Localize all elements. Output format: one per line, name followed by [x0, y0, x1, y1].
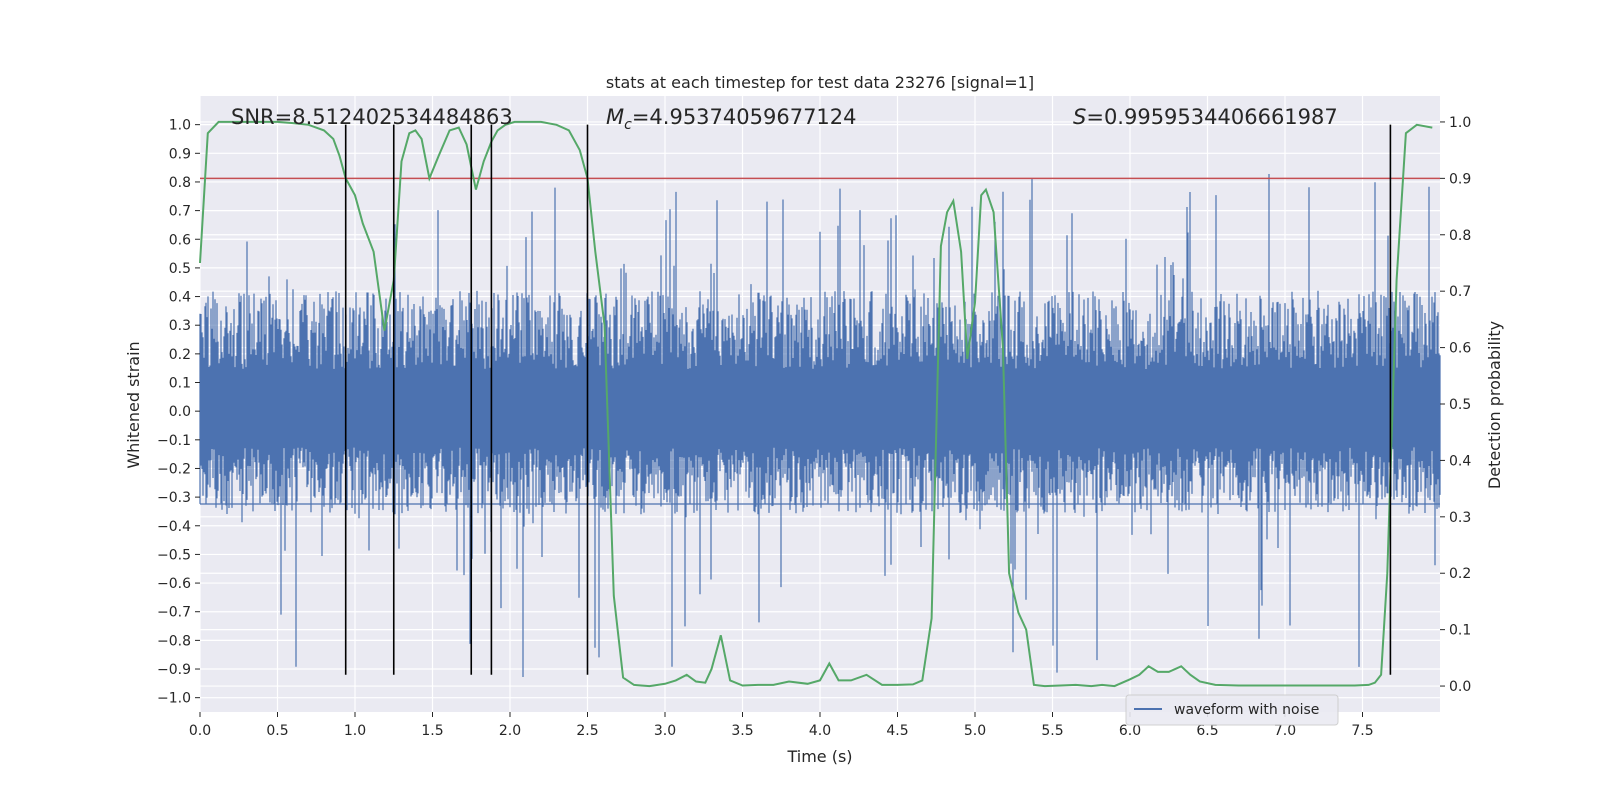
- y2-tick-label: 0.6: [1449, 341, 1471, 357]
- s-symbol: S: [1073, 105, 1086, 129]
- chirp-mass-subscript: c: [624, 117, 632, 133]
- x-tick-label: 5.5: [1041, 723, 1063, 739]
- y2-tick-label: 0.3: [1449, 510, 1471, 526]
- y-tick-label: −0.7: [157, 605, 191, 621]
- x-tick-label: 1.5: [421, 723, 443, 739]
- y-tick-label: 0.8: [169, 175, 191, 191]
- y2-tick-label: 1.0: [1449, 115, 1471, 131]
- s-annotation: S=0.9959534406661987: [1073, 105, 1338, 129]
- x-tick-label: 4.0: [809, 723, 831, 739]
- y-axis-label: Whitened strain: [124, 341, 143, 468]
- legend-box: [1125, 694, 1339, 726]
- y-tick-label: −0.4: [157, 519, 191, 535]
- y-tick-label: 0.9: [169, 146, 191, 162]
- y2-tick-label: 0.1: [1449, 623, 1471, 639]
- y2-tick-label: 0.0: [1449, 679, 1471, 695]
- x-tick-label: 0.0: [189, 723, 211, 739]
- chart-title: stats at each timestep for test data 232…: [606, 73, 1034, 92]
- chirp-mass-symbol: M: [606, 105, 624, 129]
- y2-tick-label: 0.7: [1449, 284, 1471, 300]
- y-tick-label: 0.3: [169, 318, 191, 334]
- x-axis-ticks: 0.0 0.5 1.0 1.5 2.0 2.5 3.0 3.5 4.0 4.5 5.0 5.5 6.0 6…: [189, 712, 1374, 739]
- noise-trace: [199, 174, 1441, 677]
- y2-tick-label: 0.9: [1449, 171, 1471, 187]
- y2-tick-label: 0.4: [1449, 453, 1471, 469]
- y-tick-label: −0.2: [157, 461, 191, 477]
- y-tick-label: −0.6: [157, 576, 191, 592]
- y2-axis-ticks: 1.0 0.9 0.8 0.7 0.6 0.5 0.4 0.3 0.2 0.1 0.0: [1440, 115, 1471, 695]
- x-tick-label: 7.5: [1351, 723, 1373, 739]
- y-tick-label: −0.5: [157, 547, 191, 563]
- x-tick-label: 3.5: [731, 723, 753, 739]
- x-tick-label: 1.0: [344, 723, 366, 739]
- y-tick-label: −0.8: [157, 633, 191, 649]
- y-axis-ticks: 1.0 0.9 0.8 0.7 0.6 0.5 0.4 0.3 0.2 0.1 0.0 −0.1 −0.…: [157, 118, 200, 707]
- legend: waveform with noise: [1125, 694, 1339, 726]
- y-tick-label: 0.2: [169, 347, 191, 363]
- snr-annotation: SNR=8.512402534484863: [231, 105, 513, 129]
- y-tick-label: 0.1: [169, 376, 191, 392]
- y-tick-label: −0.9: [157, 662, 191, 678]
- x-tick-label: 2.0: [499, 723, 521, 739]
- x-tick-label: 3.0: [654, 723, 676, 739]
- probability-line: [199, 120, 1433, 688]
- y-tick-label: 0.0: [169, 404, 191, 420]
- event-lines: [344, 124, 1392, 675]
- s-value: =0.9959534406661987: [1086, 105, 1337, 129]
- chirp-mass-annotation: Mc=4.95374059677124: [606, 105, 857, 133]
- x-tick-label: 7.0: [1274, 723, 1296, 739]
- y-tick-label: 0.4: [169, 290, 191, 306]
- y-tick-label: −0.3: [157, 490, 191, 506]
- legend-label: waveform with noise: [1174, 702, 1319, 718]
- noise-waveform: [199, 174, 1441, 677]
- x-tick-label: 0.5: [266, 723, 288, 739]
- y2-tick-label: 0.5: [1449, 397, 1471, 413]
- y-tick-label: 0.6: [169, 232, 191, 248]
- x-axis-label: Time (s): [786, 747, 852, 766]
- x-tick-label: 4.5: [886, 723, 908, 739]
- y2-tick-label: 0.8: [1449, 228, 1471, 244]
- y-tick-label: 1.0: [169, 118, 191, 134]
- y-tick-label: 0.7: [169, 204, 191, 220]
- x-tick-label: 5.0: [964, 723, 986, 739]
- y2-tick-label: 0.2: [1449, 566, 1471, 582]
- x-tick-label: 6.5: [1196, 723, 1218, 739]
- y-tick-label: −1.0: [157, 691, 191, 707]
- y-tick-label: −0.1: [157, 433, 191, 449]
- chirp-mass-value: =4.95374059677124: [632, 105, 857, 129]
- x-tick-label: 2.5: [576, 723, 598, 739]
- y2-axis-label: Detection probability: [1485, 321, 1504, 489]
- x-tick-label: 6.0: [1119, 723, 1141, 739]
- y-tick-label: 0.5: [169, 261, 191, 277]
